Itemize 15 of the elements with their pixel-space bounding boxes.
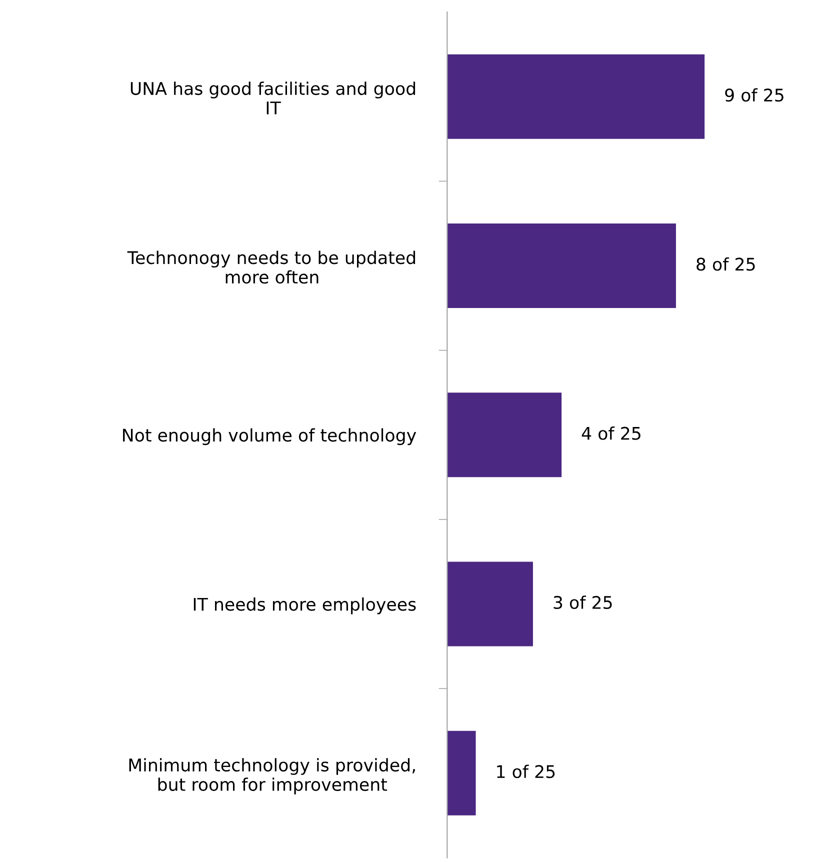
data-label: 8 of 25: [696, 257, 755, 271]
data-label: 9 of 25: [725, 88, 784, 102]
y-tick-label: IT needs more employees: [194, 597, 416, 614]
bar: [447, 223, 676, 308]
y-tick-label: Technonogy needs to be updated more often: [127, 250, 416, 284]
data-label: 1 of 25: [497, 764, 555, 778]
bar: [447, 54, 705, 139]
data-label: 3 of 25: [554, 596, 612, 610]
y-tick-label: UNA has good facilities and good IT: [130, 82, 416, 114]
data-label: 4 of 25: [582, 426, 640, 440]
bar: [447, 562, 533, 646]
bar: [447, 392, 562, 478]
y-tick-label: Minimum technology is provided, but room for improvement: [129, 758, 415, 794]
bar: [447, 730, 476, 816]
y-tick-label: Not enough volume of technology: [123, 428, 416, 446]
